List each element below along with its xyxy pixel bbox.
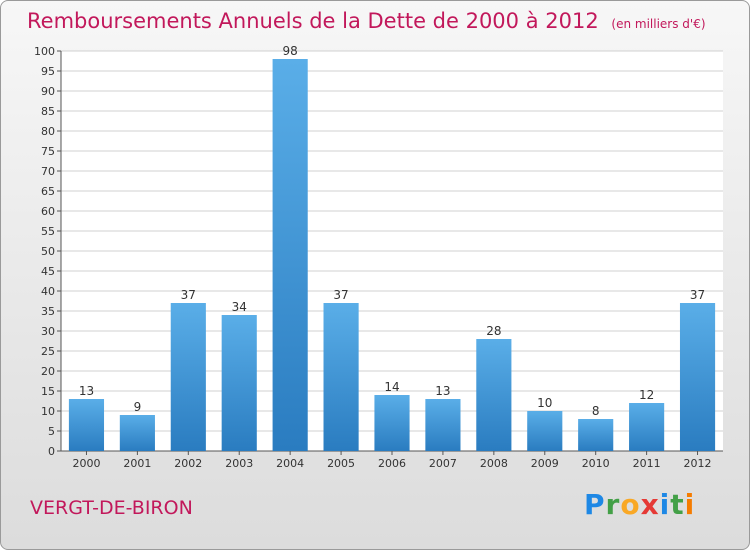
x-tick-label: 2008 — [480, 457, 508, 470]
x-tick-label: 2011 — [633, 457, 661, 470]
data-label: 37 — [333, 288, 348, 302]
data-label: 13 — [79, 384, 94, 398]
y-tick-label: 30 — [41, 325, 55, 338]
x-tick-label: 2012 — [684, 457, 712, 470]
logo-letter: r — [605, 488, 621, 521]
x-tick-label: 2001 — [123, 457, 151, 470]
y-tick-label: 75 — [41, 145, 55, 158]
chart-title-text: Remboursements Annuels de la Dette de 20… — [27, 9, 599, 33]
commune-name: VERGT-DE-BIRON — [30, 497, 193, 519]
x-tick-label: 2002 — [174, 457, 202, 470]
bar — [68, 399, 105, 451]
y-tick-label: 10 — [41, 405, 55, 418]
y-tick-label: 35 — [41, 305, 55, 318]
bar — [221, 315, 257, 451]
x-tick-label: 2004 — [276, 457, 304, 470]
x-tick-label: 2009 — [531, 457, 559, 470]
logo-letter: i — [659, 488, 671, 521]
x-tick-label: 2010 — [582, 457, 610, 470]
proxiti-logo: Proxiti — [584, 488, 695, 521]
x-tick-label: 2000 — [72, 457, 100, 470]
data-label: 34 — [232, 300, 247, 314]
logo-letter: i — [684, 488, 696, 521]
bar — [323, 303, 359, 451]
y-tick-label: 25 — [41, 345, 55, 358]
chart-title: Remboursements Annuels de la Dette de 20… — [27, 9, 706, 33]
bar — [578, 419, 614, 451]
y-tick-label: 60 — [41, 205, 55, 218]
bar — [272, 59, 308, 451]
y-tick-label: 40 — [41, 285, 55, 298]
data-label: 98 — [283, 44, 298, 58]
y-tick-label: 95 — [41, 65, 55, 78]
bar — [374, 395, 410, 451]
bar — [170, 303, 206, 451]
bar — [476, 339, 512, 451]
y-tick-label: 0 — [48, 445, 55, 458]
data-label: 12 — [639, 388, 654, 402]
logo-letter: o — [620, 488, 641, 521]
data-label: 37 — [690, 288, 705, 302]
y-tick-label: 55 — [41, 225, 55, 238]
x-tick-label: 2005 — [327, 457, 355, 470]
bar — [629, 403, 665, 451]
chart-unit: (en milliers d'€) — [611, 17, 706, 31]
data-label: 8 — [592, 404, 600, 418]
y-tick-label: 70 — [41, 165, 55, 178]
logo-letter: x — [640, 488, 660, 521]
x-tick-label: 2006 — [378, 457, 406, 470]
y-tick-label: 65 — [41, 185, 55, 198]
bar — [527, 411, 563, 451]
y-tick-label: 20 — [41, 365, 55, 378]
bar — [679, 303, 716, 451]
y-tick-label: 90 — [41, 85, 55, 98]
y-tick-label: 50 — [41, 245, 55, 258]
data-label: 28 — [486, 324, 501, 338]
y-tick-label: 15 — [41, 385, 55, 398]
logo-letter: t — [670, 488, 685, 521]
y-tick-label: 45 — [41, 265, 55, 278]
x-tick-label: 2007 — [429, 457, 457, 470]
data-label: 10 — [537, 396, 552, 410]
bar — [119, 415, 155, 451]
logo-letter: P — [584, 488, 606, 521]
data-label: 37 — [181, 288, 196, 302]
y-tick-label: 85 — [41, 105, 55, 118]
data-label: 14 — [384, 380, 399, 394]
x-tick-label: 2003 — [225, 457, 253, 470]
bar — [425, 399, 461, 451]
data-label: 13 — [435, 384, 450, 398]
data-label: 9 — [134, 400, 142, 414]
y-tick-label: 100 — [34, 45, 55, 58]
y-tick-label: 5 — [48, 425, 55, 438]
y-tick-label: 80 — [41, 125, 55, 138]
